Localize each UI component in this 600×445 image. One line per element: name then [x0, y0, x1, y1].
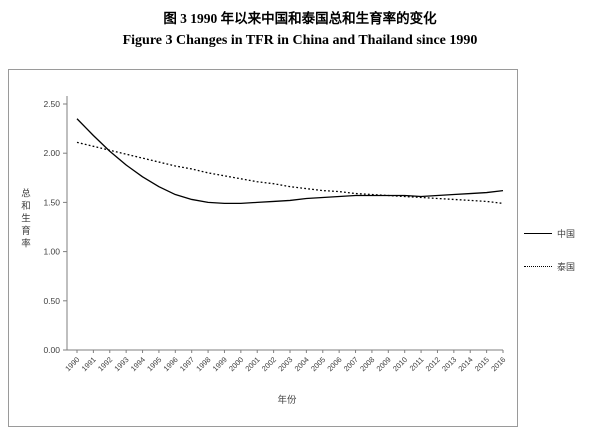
legend-label-china: 中国 — [557, 229, 576, 239]
thailand-dotted-line-key-icon — [524, 266, 552, 267]
svg-text:2005: 2005 — [309, 355, 327, 373]
svg-text:2003: 2003 — [276, 355, 294, 373]
svg-text:2009: 2009 — [375, 355, 393, 373]
svg-text:1.50: 1.50 — [43, 197, 60, 207]
svg-text:2.50: 2.50 — [43, 99, 60, 109]
chart-legend: 中国 泰国 — [524, 227, 596, 293]
svg-text:0.00: 0.00 — [43, 345, 60, 355]
svg-text:2014: 2014 — [456, 355, 474, 373]
svg-text:1994: 1994 — [129, 355, 147, 373]
svg-text:2011: 2011 — [408, 355, 426, 373]
figure-title-zh: 图 3 1990 年以来中国和泰国总和生育率的变化 — [163, 11, 437, 26]
svg-text:2000: 2000 — [227, 355, 245, 373]
svg-text:1996: 1996 — [162, 355, 180, 373]
legend-item-thailand: 泰国 — [524, 260, 596, 273]
svg-text:2016: 2016 — [489, 355, 507, 373]
svg-text:2004: 2004 — [293, 355, 311, 373]
svg-text:2008: 2008 — [358, 355, 376, 373]
svg-text:1990: 1990 — [63, 355, 81, 373]
svg-text:2001: 2001 — [243, 355, 261, 373]
svg-text:0.50: 0.50 — [43, 296, 60, 306]
svg-text:2007: 2007 — [342, 355, 360, 373]
svg-text:2012: 2012 — [424, 355, 442, 373]
svg-text:1991: 1991 — [80, 355, 98, 373]
legend-label-thailand: 泰国 — [557, 262, 576, 272]
legend-item-china: 中国 — [524, 227, 596, 240]
svg-text:1999: 1999 — [211, 355, 229, 373]
svg-text:1998: 1998 — [194, 355, 212, 373]
svg-text:1997: 1997 — [178, 355, 196, 373]
svg-text:1.00: 1.00 — [43, 247, 60, 257]
china-solid-line-key-icon — [524, 233, 552, 234]
figure-title-en: Figure 3 Changes in TFR in China and Tha… — [122, 33, 478, 48]
plot-frame: 0.00 0.50 1.00 1.50 2.00 2.50 1990 1991 1992 1993… — [8, 69, 518, 427]
svg-text:1993: 1993 — [112, 355, 130, 373]
svg-text:2006: 2006 — [325, 355, 343, 373]
svg-text:2015: 2015 — [473, 355, 491, 373]
svg-text:2002: 2002 — [260, 355, 278, 373]
svg-text:2010: 2010 — [391, 355, 409, 373]
x-axis-title: 年份 — [277, 395, 297, 406]
svg-text:2013: 2013 — [440, 355, 458, 373]
svg-text:1995: 1995 — [145, 355, 163, 373]
y-axis-title: 总和生育率 — [19, 188, 30, 251]
figure-page: 图 3 1990 年以来中国和泰国总和生育率的变化 Figure 3 Chang… — [0, 7, 600, 427]
svg-text:1992: 1992 — [96, 355, 114, 373]
tfr-line-chart: 0.00 0.50 1.00 1.50 2.00 2.50 1990199119921993… — [43, 96, 507, 373]
svg-text:2.00: 2.00 — [43, 148, 60, 158]
